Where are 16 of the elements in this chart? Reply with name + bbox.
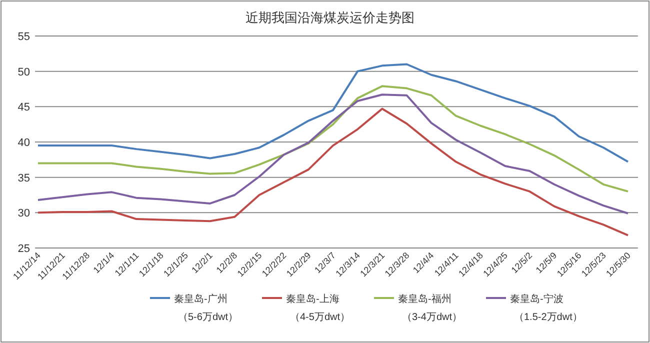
y-tick-label: 35	[18, 172, 30, 184]
y-tick-label: 50	[18, 66, 30, 78]
line-series	[37, 108, 629, 236]
legend-label: 秦皇岛-上海（4-5万dwt）	[286, 293, 350, 323]
line-series	[37, 63, 629, 163]
y-tick-label: 45	[18, 102, 30, 114]
title: 近期我国沿海煤炭运价走势图	[246, 10, 414, 25]
y-tick-label: 55	[18, 31, 30, 43]
line-series	[37, 85, 629, 192]
y-tick-label: 25	[18, 243, 30, 255]
legend-label: 秦皇岛-广州（5-6万dwt）	[174, 293, 238, 323]
legend-label: 秦皇岛-福州（3-4万dwt）	[398, 293, 462, 323]
legend-label: 秦皇岛-宁波（1.5-2万dwt）	[510, 293, 582, 323]
line-series	[37, 94, 629, 214]
y-tick-label: 30	[18, 208, 30, 220]
y-tick-label: 40	[18, 137, 30, 149]
